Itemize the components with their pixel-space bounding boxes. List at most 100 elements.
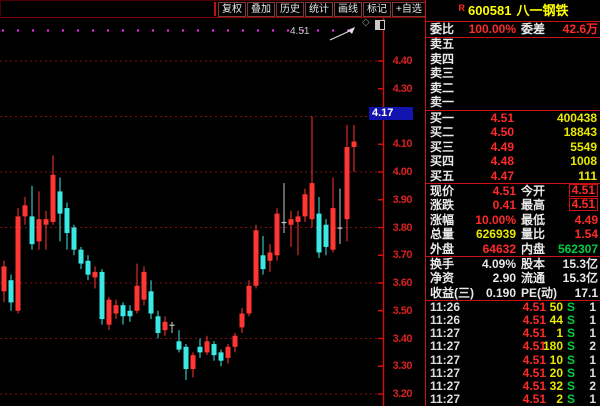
level-volume: 18843 — [563, 125, 597, 140]
trade-count: 1 — [589, 391, 596, 406]
quote-label: 量比 — [521, 227, 546, 242]
level-price: 4.50 — [490, 125, 514, 140]
buy-level-row[interactable]: 买四 4.48 1008 — [426, 154, 600, 168]
y-axis-label: 3.20 — [392, 388, 413, 400]
trade-time: 11:27 — [430, 378, 461, 393]
trade-row: 11:27 4.51 1 S 1 — [426, 327, 600, 340]
buy-level-row[interactable]: 买一 4.51 400438 — [426, 111, 600, 125]
toolbar-button-lishi[interactable]: 历史 — [276, 2, 304, 17]
diamond-icon[interactable]: ◇ — [362, 17, 370, 28]
buy-queue: 买一 4.51 400438 买二 4.50 18843 买三 4.49 5549 买四 4.48 1… — [426, 111, 600, 184]
toolbar-button-huaxian[interactable]: 画线 — [334, 2, 362, 17]
window-icon[interactable] — [375, 20, 385, 30]
trade-direction: S — [567, 300, 576, 314]
weibi-label: 委比 — [430, 22, 455, 36]
trade-direction: S — [567, 378, 576, 393]
quote-summary: 现价 4.51 今开 4.51 涨跌 0.41 最高 4.51 涨幅 10.00% 最低 4.49 总量… — [426, 184, 600, 257]
quote-label: 现价 — [430, 184, 455, 198]
trade-time: 11:27 — [430, 326, 461, 341]
level-label: 卖四 — [430, 51, 455, 66]
fund-value: 0.190 — [485, 285, 516, 300]
level-label: 买二 — [430, 125, 455, 140]
buy-level-row[interactable]: 买二 4.50 18843 — [426, 125, 600, 139]
sell-level-row[interactable]: 卖五 — [426, 37, 600, 52]
last-price-axis-label: 4.17 — [369, 107, 413, 120]
trade-count: 2 — [589, 339, 596, 354]
trade-row: 11:27 4.51 20 S 1 — [426, 365, 600, 380]
trade-direction: S — [567, 391, 576, 406]
trade-price: 4.51 — [522, 326, 546, 341]
trade-row: 11:27 4.51 180 S 2 — [426, 340, 600, 353]
buy-level-row[interactable]: 买五 4.47 111 — [426, 169, 600, 183]
quote-value: 626939 — [475, 227, 516, 242]
y-axis-label: 4.00 — [392, 166, 413, 178]
sell-level-row[interactable]: 卖一 — [426, 95, 600, 110]
trade-count: 1 — [589, 352, 596, 367]
trade-price: 4.51 — [522, 339, 546, 354]
fund-label: 换手 — [430, 257, 455, 271]
toolbar-button-tongji[interactable]: 统计 — [305, 2, 333, 17]
quote-label: 最高 — [521, 198, 546, 213]
stock-code: 600581 — [468, 3, 512, 18]
quote-label: 今开 — [521, 184, 546, 198]
trade-price: 4.51 — [522, 391, 546, 406]
trade-direction: S — [567, 313, 576, 328]
trade-row: 11:26 4.51 50 S 1 — [426, 300, 600, 314]
quote-row: 总量 626939 量比 1.54 — [426, 227, 600, 241]
level-volume: 1008 — [570, 154, 597, 169]
toolbar-button-diejia[interactable]: 叠加 — [247, 2, 275, 17]
trade-direction: S — [567, 365, 576, 380]
trade-time: 11:27 — [430, 339, 461, 354]
rights-flag: R — [458, 3, 466, 13]
trade-row: 11:27 4.51 10 S 1 — [426, 352, 600, 367]
trade-count: 1 — [589, 365, 596, 380]
y-axis-label: 3.30 — [392, 360, 413, 373]
trade-direction: S — [567, 339, 576, 354]
kline-chart[interactable] — [0, 0, 425, 406]
trade-price: 4.51 — [522, 365, 546, 380]
trade-volume: 44 — [549, 313, 563, 328]
trade-time: 11:26 — [430, 300, 461, 314]
level-label: 买一 — [430, 111, 455, 125]
y-axis-label: 4.40 — [392, 55, 413, 67]
level-label: 买三 — [430, 139, 455, 154]
y-axis-label: 4.10 — [392, 138, 413, 151]
toolbar-button-zixuan[interactable]: +自选 — [392, 2, 426, 17]
weicha-value: 42.6万 — [562, 22, 598, 36]
y-axis-label: 3.80 — [392, 221, 413, 234]
quote-value: 4.51 — [568, 198, 598, 212]
weicha-label: 委差 — [521, 22, 546, 36]
trade-count: 2 — [589, 378, 596, 393]
quote-value: 562307 — [557, 241, 598, 256]
sell-level-row[interactable]: 卖四 — [426, 52, 600, 67]
fund-label: 净资 — [430, 271, 455, 286]
trade-volume: 2 — [556, 391, 563, 406]
stock-name: 八一钢铁 — [516, 3, 569, 18]
quote-value: 10.00% — [475, 212, 516, 227]
fund-value: 2.90 — [492, 271, 516, 286]
trade-price: 4.51 — [522, 300, 546, 314]
toolbar-button-fuquan[interactable]: 复权 — [218, 2, 246, 17]
y-axis-label: 3.70 — [392, 249, 413, 262]
y-axis-label: 4.30 — [392, 82, 413, 95]
sell-level-row[interactable]: 卖二 — [426, 81, 600, 96]
level-price: 4.48 — [490, 154, 514, 169]
level-volume: 111 — [578, 168, 597, 183]
level-label: 卖二 — [430, 80, 455, 95]
trade-volume: 10 — [549, 352, 563, 367]
sell-level-row[interactable]: 卖三 — [426, 66, 600, 81]
trade-time: 11:27 — [430, 391, 461, 406]
toolbar-empty-box — [0, 1, 215, 16]
quote-label: 总量 — [430, 227, 455, 242]
quote-row: 现价 4.51 今开 4.51 — [426, 184, 600, 198]
quote-value: 64632 — [482, 241, 516, 256]
fund-value: 4.09% — [481, 257, 516, 271]
y-axis-label: 3.90 — [392, 193, 413, 206]
fund-label: 股本 — [521, 257, 546, 271]
trade-count: 1 — [589, 313, 596, 328]
toolbar-button-biaoji[interactable]: 标记 — [363, 2, 391, 17]
buy-level-row[interactable]: 买三 4.49 5549 — [426, 140, 600, 154]
trade-count: 1 — [589, 326, 596, 341]
level-volume: 400438 — [556, 111, 597, 125]
